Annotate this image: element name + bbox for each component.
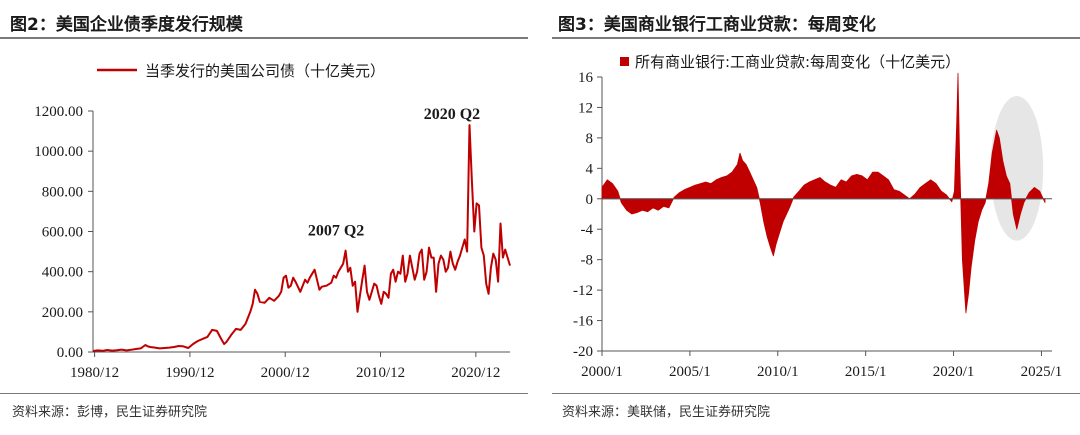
- figure-title: 图2：美国企业债季度发行规模: [10, 15, 243, 35]
- y-tick-label: -16: [573, 314, 593, 330]
- y-tick-label: -20: [573, 344, 593, 360]
- y-tick-label: -12: [573, 283, 593, 299]
- y-tick-label: 0.00: [57, 345, 83, 361]
- y-tick-label: -4: [581, 222, 594, 238]
- x-tick-label: 2025/1: [1021, 364, 1063, 380]
- x-tick-label: 2005/1: [669, 364, 711, 380]
- title-rule: [552, 37, 1080, 39]
- title-rule: [0, 37, 528, 39]
- chart-panel-ci-loans-weekly: 图3：美国商业银行工商业贷款：每周变化 16 12 8 4 0 -4 -8 -12 -16 -20…: [552, 0, 1080, 435]
- line-chart: 0.00 200.00 400.00 600.00 800.00 1000.00 1200.…: [34, 62, 511, 381]
- y-tick-label: 8: [586, 131, 594, 147]
- y-tick-label: 4: [586, 161, 594, 177]
- chart-panel-corporate-bond-issuance: 图2：美国企业债季度发行规模 0.00 200.00 400.00 600.00 800…: [0, 15, 528, 420]
- y-tick-label: 0: [586, 192, 594, 208]
- series-line: [92, 124, 511, 352]
- annotation-peak-2020: 2020 Q2: [424, 106, 480, 123]
- y-tick-label: 600.00: [42, 225, 83, 241]
- legend-label: 所有商业银行:工商业贷款:每周变化（十亿美元）: [635, 53, 960, 71]
- x-tick-label: 2020/12: [451, 365, 500, 381]
- legend-label: 当季发行的美国公司债（十亿美元）: [145, 62, 385, 80]
- x-tick-label: 2020/1: [933, 364, 975, 380]
- x-tick-label: 1990/12: [165, 365, 214, 381]
- series-area: [601, 72, 1046, 314]
- x-tick-label: 2010/1: [757, 364, 799, 380]
- y-tick-label: 16: [578, 70, 594, 86]
- highlight-ellipse: [990, 96, 1044, 241]
- source-note: 资料来源：美联储，民生证券研究院: [562, 405, 771, 420]
- figure-title: 图3：美国商业银行工商业贷款：每周变化: [558, 15, 876, 35]
- x-tick-label: 2000/1: [581, 364, 623, 380]
- y-tick-label: 200.00: [42, 305, 83, 321]
- y-tick-label: -8: [581, 253, 594, 269]
- source-rule: [0, 393, 528, 394]
- legend-swatch: [620, 57, 629, 66]
- annotation-peak-2007: 2007 Q2: [308, 223, 364, 240]
- x-tick-label: 2000/12: [261, 365, 310, 381]
- y-tick-label: 400.00: [42, 265, 83, 281]
- x-tick-label: 1980/12: [70, 365, 119, 381]
- y-tick-label: 1000.00: [34, 144, 83, 160]
- x-tick-label: 2015/1: [845, 364, 887, 380]
- x-tick-label: 2010/12: [356, 365, 405, 381]
- y-tick-label: 1200.00: [34, 104, 83, 120]
- y-tick-label: 800.00: [42, 184, 83, 200]
- source-note: 资料来源：彭博，民生证券研究院: [12, 405, 208, 420]
- y-tick-label: 12: [578, 100, 593, 116]
- area-chart: 16 12 8 4 0 -4 -8 -12 -16 -20 2000/1 2005/1 2010/1 20…: [573, 53, 1063, 380]
- source-rule: [552, 393, 1080, 394]
